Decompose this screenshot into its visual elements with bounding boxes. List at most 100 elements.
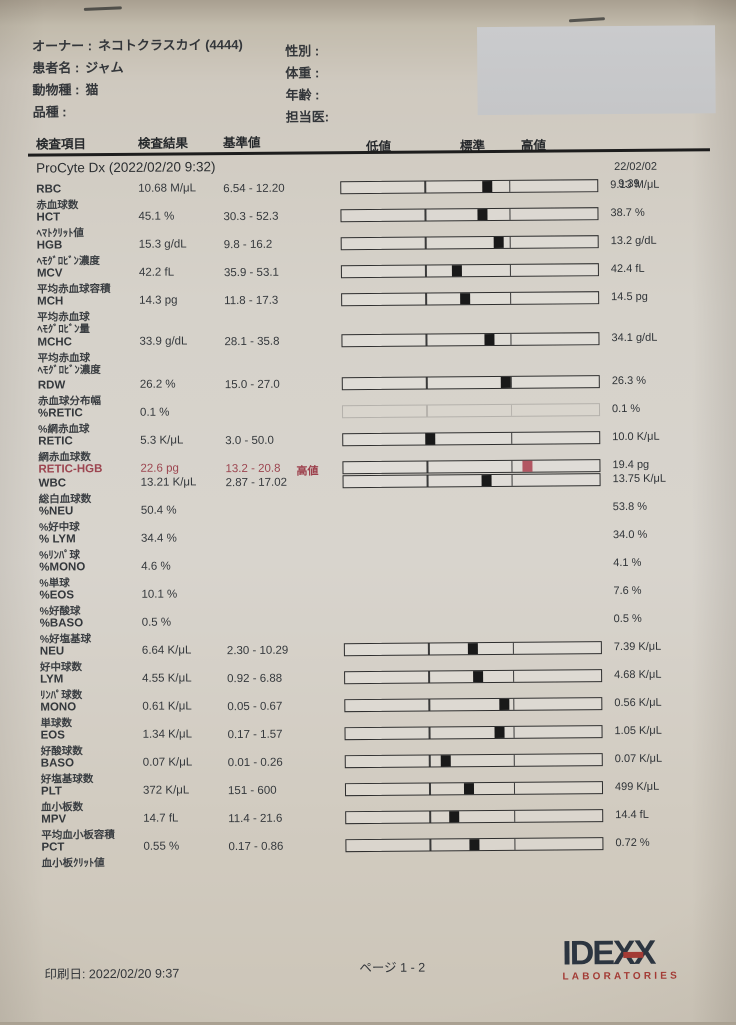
sex-label: 性別 : (285, 43, 319, 58)
test-name-japanese: %好酸球 (40, 603, 81, 618)
range-bar-divider-high (511, 461, 513, 472)
previous-result-value: 14.5 pg (611, 291, 648, 303)
test-code: BASO (41, 757, 74, 769)
result-value: 34.4 % (141, 533, 177, 545)
result-marker (460, 293, 470, 304)
age-label: 年齢 : (285, 87, 319, 102)
range-bar (341, 332, 599, 347)
result-marker (452, 265, 462, 276)
test-code: RETIC (38, 435, 73, 447)
test-code: RETIC-HGB (38, 463, 102, 476)
range-bar-divider-low (428, 644, 430, 655)
previous-result-value: 499 K/μL (615, 781, 659, 793)
test-code: MONO (40, 701, 76, 713)
previous-result-value: 34.0 % (613, 529, 647, 541)
range-bar (342, 375, 600, 390)
sex-field: 性別 : (285, 40, 325, 59)
range-bar-divider-low (429, 728, 431, 739)
result-marker (482, 475, 492, 486)
previous-result-value: 9.13 M/μL (610, 179, 659, 191)
reference-range: 2.30 - 10.29 (227, 645, 288, 657)
previous-result-value: 0.72 % (615, 837, 649, 849)
range-bar-divider-high (509, 181, 511, 192)
previous-result-value: 14.4 fL (615, 809, 649, 821)
range-bar-divider-high (510, 377, 512, 388)
reference-range: 13.2 - 20.8 (225, 463, 280, 475)
range-bar-divider-low (426, 378, 428, 389)
test-name-japanese: ﾘﾝﾊﾟ球数 (40, 687, 82, 702)
test-code: MCHC (37, 336, 72, 348)
range-bar (345, 837, 603, 852)
range-bar-divider-high (509, 237, 511, 248)
reference-range: 3.0 - 50.0 (225, 435, 274, 447)
previous-result-value: 53.8 % (613, 501, 647, 513)
result-value: 50.4 % (141, 505, 177, 517)
previous-result-value: 0.56 K/μL (614, 697, 661, 709)
test-code: WBC (39, 477, 67, 489)
pen-mark (84, 6, 122, 11)
test-name-japanese: 血小板ｸﾘｯﾄ値 (41, 855, 104, 870)
page-number: ページ 1 - 2 (359, 957, 425, 977)
test-name-japanese: 好中球数 (40, 659, 82, 674)
result-value: 26.2 % (140, 379, 176, 391)
result-value: 33.9 g/dL (139, 335, 187, 347)
test-name-japanese: 総白血球数 (39, 491, 92, 506)
test-name-japanese: 平均血小板容積 (41, 827, 115, 843)
test-name-japanese: %好中球 (39, 519, 80, 534)
range-bar (345, 809, 603, 824)
patient-name-field: 患者名 : ジャム (32, 57, 123, 77)
patient-name-value: ジャム (85, 60, 123, 75)
previous-result-value: 13.75 K/μL (613, 473, 667, 485)
range-bar-divider-high (514, 783, 516, 794)
range-bar-divider-high (511, 405, 513, 416)
reference-range: 0.05 - 0.67 (227, 701, 282, 713)
range-bar-divider-low (424, 182, 426, 193)
result-value: 42.2 fL (139, 267, 174, 279)
range-bar (344, 725, 602, 740)
previous-result-value: 26.3 % (612, 375, 646, 387)
result-value: 0.55 % (143, 840, 179, 852)
result-marker (464, 783, 474, 794)
result-marker (494, 237, 504, 248)
range-bar-divider-low (426, 335, 428, 346)
redaction-box (477, 25, 716, 115)
result-marker (425, 433, 435, 444)
age-field: 年齢 : (285, 84, 325, 103)
previous-result-value: 42.4 fL (611, 263, 645, 275)
range-bar (344, 669, 602, 684)
result-marker (499, 699, 509, 710)
range-bar-divider-high (513, 643, 515, 654)
range-bar (345, 753, 603, 768)
result-value: 13.21 K/μL (141, 476, 197, 488)
range-bar (340, 207, 598, 222)
result-value: 22.6 pg (140, 462, 178, 474)
column-header-reference: 基準値 (223, 132, 261, 151)
range-bar-divider-low (425, 238, 427, 249)
result-value: 0.07 K/μL (143, 756, 193, 768)
test-name-japanese: 赤血球数 (36, 197, 78, 212)
range-bar-divider-low (426, 406, 428, 417)
pen-mark (569, 17, 605, 22)
print-date: 印刷日: 2022/02/20 9:37 (44, 963, 179, 983)
species-label: 動物種 : (32, 82, 79, 97)
result-marker (482, 181, 492, 192)
species-field: 動物種 :猫 (32, 79, 98, 99)
test-name-japanese: 単球数 (40, 715, 72, 730)
test-code: MCV (37, 267, 63, 279)
range-bar-divider-low (427, 462, 429, 473)
patient-name-label: 患者名 : (32, 60, 79, 75)
range-bar-divider-high (510, 265, 512, 276)
reference-range: 2.87 - 17.02 (226, 477, 287, 489)
idexx-logo: IDEXX LABORATORIES (562, 935, 722, 982)
previous-result-value: 4.68 K/μL (614, 669, 661, 681)
result-marker (485, 334, 495, 345)
range-bar-divider-low (429, 784, 431, 795)
result-value: 0.61 K/μL (142, 700, 192, 712)
test-code: LYM (40, 673, 63, 685)
test-code: %RETIC (38, 407, 83, 419)
reference-range: 35.9 - 53.1 (224, 267, 279, 279)
range-bar (340, 179, 598, 194)
result-marker (522, 461, 532, 472)
